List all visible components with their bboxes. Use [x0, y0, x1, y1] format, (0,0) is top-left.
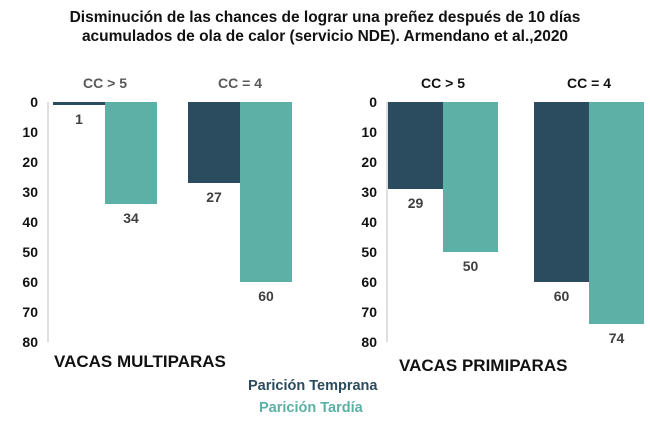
bar-temprana: [388, 102, 443, 189]
y-tick-label: 80: [22, 334, 38, 350]
category-label: CC = 4: [218, 75, 262, 91]
chart-title-line-2: acumulados de ola de calor (servicio NDE…: [81, 28, 569, 45]
y-tick-label: 40: [361, 214, 377, 230]
data-label: 1: [75, 111, 83, 127]
y-tick-label: 30: [22, 184, 38, 200]
category-label: CC = 4: [567, 75, 611, 91]
y-tick-label: 50: [22, 244, 38, 260]
data-label: 29: [408, 195, 424, 211]
y-tick-label: 40: [22, 214, 38, 230]
chart-title-line-1: Disminución de las chances de lograr una…: [69, 9, 581, 26]
data-label: 74: [609, 330, 625, 346]
legend-tardia: Parición Tardía: [259, 400, 363, 416]
bar-tardia: [443, 102, 498, 252]
data-label: 60: [258, 288, 274, 304]
bar-temprana: [53, 102, 105, 105]
data-label: 50: [463, 258, 479, 274]
y-tick-label: 0: [30, 94, 38, 110]
legend-temprana: Parición Temprana: [248, 378, 378, 394]
data-label: 27: [206, 189, 222, 205]
y-tick-label: 20: [361, 154, 377, 170]
category-label: CC > 5: [421, 75, 465, 91]
bar-tardia: [240, 102, 292, 282]
bar-tardia: [589, 102, 644, 324]
bar-temprana: [188, 102, 240, 183]
y-tick-label: 20: [22, 154, 38, 170]
chart-title: Disminución de las chances de lograr una…: [0, 8, 650, 46]
y-tick-label: 70: [361, 304, 377, 320]
bar-tardia: [105, 102, 157, 204]
data-label: 60: [554, 288, 570, 304]
y-tick-label: 10: [22, 124, 38, 140]
chart-multiparas: 0 10 20 30 40 50 60 70 80 CC > 5 1 34 CC = 4 27 60: [22, 75, 292, 350]
y-tick-label: 50: [361, 244, 377, 260]
y-tick-label: 60: [22, 274, 38, 290]
y-tick-label: 10: [361, 124, 377, 140]
panel-label-primiparas: VACAS PRIMIPARAS: [399, 356, 568, 375]
category-label: CC > 5: [83, 75, 127, 91]
y-tick-label: 70: [22, 304, 38, 320]
bar-temprana: [534, 102, 589, 282]
y-tick-label: 0: [369, 94, 377, 110]
y-tick-label: 80: [361, 334, 377, 350]
panel-label-multiparas: VACAS MULTIPARAS: [54, 352, 226, 371]
data-label: 34: [123, 210, 139, 226]
y-tick-label: 60: [361, 274, 377, 290]
y-tick-label: 30: [361, 184, 377, 200]
chart-primiparas: 0 10 20 30 40 50 60 70 80 CC > 5 29 50 CC = 4 60 74: [361, 75, 644, 350]
